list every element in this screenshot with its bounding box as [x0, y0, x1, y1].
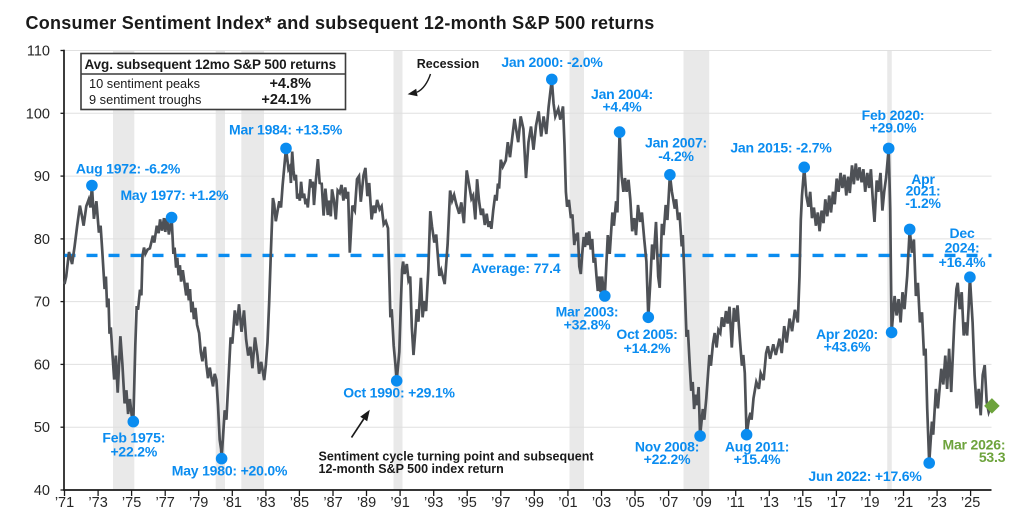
svg-text:70: 70: [34, 295, 50, 311]
svg-text:’15: ’15: [793, 495, 812, 511]
svg-text:’23: ’23: [927, 495, 946, 511]
svg-text:100: 100: [26, 106, 50, 122]
svg-text:’21: ’21: [894, 495, 913, 511]
svg-text:’03: ’03: [592, 495, 611, 511]
svg-text:Dec: Dec: [949, 225, 974, 241]
svg-text:’17: ’17: [827, 495, 846, 511]
svg-text:Feb 1975:: Feb 1975:: [102, 430, 165, 446]
svg-text:Jan 2000: -2.0%: Jan 2000: -2.0%: [501, 54, 603, 70]
svg-text:80: 80: [34, 232, 50, 248]
svg-text:Average: 77.4: Average: 77.4: [471, 261, 561, 276]
svg-text:-4.2%: -4.2%: [658, 148, 694, 164]
svg-text:Aug 1972: -6.2%: Aug 1972: -6.2%: [76, 161, 181, 177]
svg-text:Aug 2011:: Aug 2011:: [725, 439, 789, 455]
svg-text:’75: ’75: [122, 495, 141, 511]
svg-text:Jan 2015: -2.7%: Jan 2015: -2.7%: [730, 140, 832, 156]
svg-text:Sentiment cycle turning point: Sentiment cycle turning point and subseq…: [319, 450, 595, 464]
svg-text:’73: ’73: [88, 495, 107, 511]
svg-text:Apr 2020:: Apr 2020:: [816, 326, 878, 342]
svg-text:’07: ’07: [659, 495, 678, 511]
svg-text:’85: ’85: [290, 495, 309, 511]
svg-text:’95: ’95: [458, 495, 477, 511]
svg-text:May 1980: +20.0%: May 1980: +20.0%: [172, 463, 288, 479]
svg-text:+43.6%: +43.6%: [824, 339, 871, 355]
svg-text:’71: ’71: [55, 495, 74, 511]
svg-text:+4.4%: +4.4%: [602, 99, 642, 115]
svg-text:+16.4%: +16.4%: [939, 254, 986, 270]
svg-text:2024:: 2024:: [945, 240, 980, 256]
svg-text:Feb 2020:: Feb 2020:: [862, 107, 925, 123]
svg-text:+15.4%: +15.4%: [734, 451, 781, 467]
svg-text:Mar 1984: +13.5%: Mar 1984: +13.5%: [229, 122, 343, 138]
svg-text:+32.8%: +32.8%: [564, 317, 611, 333]
svg-text:+22.2%: +22.2%: [644, 451, 691, 467]
svg-text:’89: ’89: [357, 495, 376, 511]
svg-text:Consumer Sentiment Index* and: Consumer Sentiment Index* and subsequent…: [26, 13, 655, 33]
svg-text:60: 60: [34, 357, 50, 373]
svg-text:2021:: 2021:: [906, 183, 941, 199]
svg-text:+4.8%: +4.8%: [269, 76, 311, 92]
svg-text:’09: ’09: [692, 495, 711, 511]
svg-text:’91: ’91: [390, 495, 409, 511]
svg-text:Jan 2007:: Jan 2007:: [645, 135, 707, 151]
svg-text:53.3: 53.3: [979, 449, 1006, 465]
svg-text:’99: ’99: [525, 495, 544, 511]
svg-text:+22.2%: +22.2%: [110, 444, 157, 460]
svg-text:Nov 2008:: Nov 2008:: [635, 439, 699, 455]
svg-text:’83: ’83: [256, 495, 275, 511]
svg-text:Avg. subsequent 12mo S&P 500 r: Avg. subsequent 12mo S&P 500 returns: [85, 57, 336, 72]
svg-text:Jun 2022: +17.6%: Jun 2022: +17.6%: [808, 468, 922, 484]
svg-text:Oct 2005:: Oct 2005:: [616, 326, 677, 342]
svg-text:’77: ’77: [156, 495, 175, 511]
svg-text:+24.1%: +24.1%: [261, 92, 311, 108]
svg-text:’87: ’87: [323, 495, 342, 511]
svg-text:10 sentiment peaks: 10 sentiment peaks: [89, 76, 200, 91]
svg-text:50: 50: [34, 420, 50, 436]
svg-text:’01: ’01: [558, 495, 577, 511]
svg-text:May 1977: +1.2%: May 1977: +1.2%: [120, 187, 229, 203]
svg-text:’93: ’93: [424, 495, 443, 511]
svg-text:9 sentiment troughs: 9 sentiment troughs: [89, 92, 201, 107]
svg-text:’79: ’79: [189, 495, 208, 511]
svg-text:’81: ’81: [223, 495, 242, 511]
svg-text:Mar 2026:: Mar 2026:: [943, 436, 1006, 452]
svg-text:’13: ’13: [760, 495, 779, 511]
svg-text:+29.0%: +29.0%: [870, 120, 917, 136]
svg-text:40: 40: [34, 483, 50, 499]
svg-text:110: 110: [27, 44, 50, 60]
svg-text:Oct 1990: +29.1%: Oct 1990: +29.1%: [343, 385, 455, 401]
svg-text:90: 90: [34, 169, 50, 185]
svg-text:’25: ’25: [961, 495, 980, 511]
svg-text:’05: ’05: [625, 495, 644, 511]
svg-text:-1.2%: -1.2%: [905, 195, 941, 211]
svg-text:+14.2%: +14.2%: [624, 340, 671, 356]
svg-text:Recession: Recession: [417, 57, 480, 71]
svg-text:’19: ’19: [860, 495, 879, 511]
svg-text:12-month S&P 500 index return: 12-month S&P 500 index return: [319, 462, 504, 476]
svg-text:’11: ’11: [727, 495, 745, 511]
svg-text:’97: ’97: [491, 495, 510, 511]
svg-text:Jan 2004:: Jan 2004:: [591, 86, 653, 102]
svg-text:Apr: Apr: [911, 171, 935, 187]
svg-text:Mar 2003:: Mar 2003:: [556, 304, 619, 320]
